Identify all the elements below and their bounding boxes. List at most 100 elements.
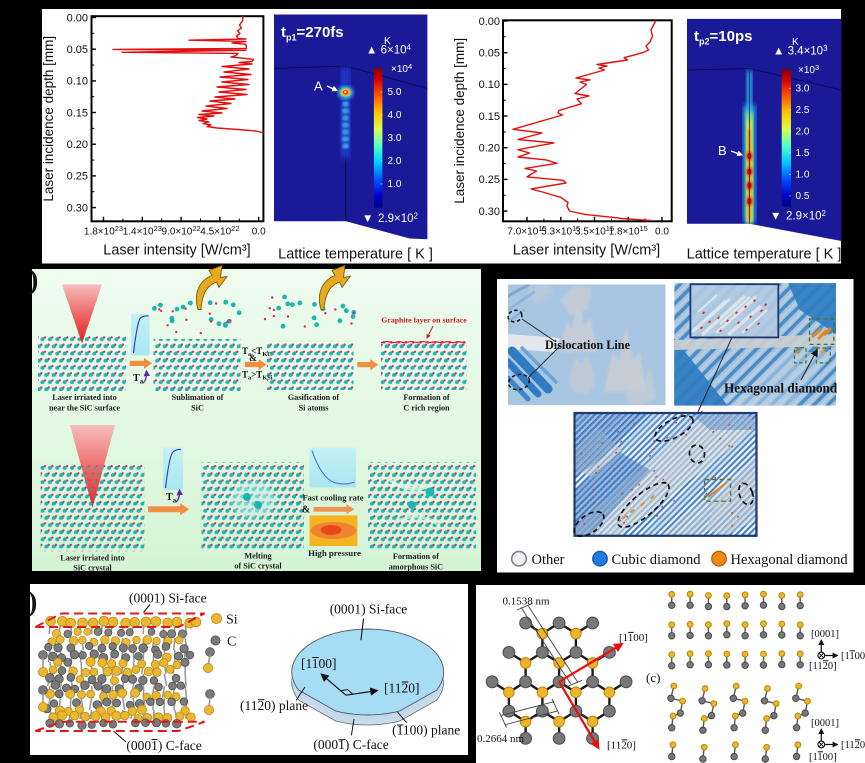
svg-text:Ta: Ta xyxy=(133,373,144,386)
svg-text:0.10: 0.10 xyxy=(67,76,88,88)
svg-text:(0001) C-face: (0001) C-face xyxy=(126,738,201,753)
svg-text:[0001]: [0001] xyxy=(811,718,839,729)
svg-text:(0001) Si-face: (0001) Si-face xyxy=(330,602,408,617)
svg-text:[1100]: [1100] xyxy=(301,656,337,671)
svg-text:×104: ×104 xyxy=(391,62,412,75)
svg-text:tp2=10ps: tp2=10ps xyxy=(694,28,752,47)
svg-text:&: & xyxy=(302,505,310,516)
svg-text:): ) xyxy=(29,265,38,296)
svg-text:C rich region: C rich region xyxy=(403,404,450,413)
svg-text:3.0: 3.0 xyxy=(388,133,402,144)
svg-text:0.20: 0.20 xyxy=(479,143,500,155)
svg-text:Dislocation Line: Dislocation Line xyxy=(545,338,631,352)
svg-text:[1100]: [1100] xyxy=(619,632,648,644)
svg-text:▼: ▼ xyxy=(362,213,373,225)
svg-text:Sublimation of: Sublimation of xyxy=(172,393,224,402)
svg-text:Laser irriated into: Laser irriated into xyxy=(52,393,116,402)
svg-text:SiC crystal: SiC crystal xyxy=(73,564,112,573)
svg-text:0.05: 0.05 xyxy=(67,44,88,56)
svg-text:Ta: Ta xyxy=(166,492,177,505)
svg-text:tp1=270fs: tp1=270fs xyxy=(281,24,344,43)
svg-text:0.20: 0.20 xyxy=(67,139,88,151)
svg-text:1.8×1015: 1.8×1015 xyxy=(609,224,648,238)
svg-text:(1100) plane: (1100) plane xyxy=(392,723,460,738)
svg-text:Graphite layer on surface: Graphite layer on surface xyxy=(381,316,467,325)
svg-text:Laser incidence depth [mm]: Laser incidence depth [mm] xyxy=(41,36,56,202)
svg-text:0.2664 nm: 0.2664 nm xyxy=(477,733,525,745)
svg-text:0.25: 0.25 xyxy=(67,171,88,183)
svg-text:Melting: Melting xyxy=(244,552,272,561)
svg-text:2.9×102: 2.9×102 xyxy=(378,212,419,226)
svg-text:2.5: 2.5 xyxy=(796,105,810,116)
svg-text:7.0×1015: 7.0×1015 xyxy=(507,224,546,238)
svg-text:Fast cooling rate: Fast cooling rate xyxy=(302,493,363,503)
svg-text:[1100]: [1100] xyxy=(841,651,865,662)
svg-text:[1120]: [1120] xyxy=(841,740,865,751)
svg-text:4.0: 4.0 xyxy=(388,110,402,121)
svg-text:2.0: 2.0 xyxy=(796,127,810,138)
svg-text:Formation of: Formation of xyxy=(393,552,439,561)
svg-text:Formation of: Formation of xyxy=(403,393,449,402)
svg-text:C: C xyxy=(227,635,236,650)
svg-text:[0001]: [0001] xyxy=(811,629,839,640)
svg-text:near the SiC surface: near the SiC surface xyxy=(49,404,120,413)
svg-text:[1120]: [1120] xyxy=(384,680,420,695)
svg-text:2.9×102: 2.9×102 xyxy=(786,209,827,223)
svg-text:A: A xyxy=(314,79,323,94)
svg-text:0.0: 0.0 xyxy=(252,227,266,238)
svg-text:[1120]: [1120] xyxy=(809,661,837,672)
svg-text:(c): (c) xyxy=(646,670,660,685)
svg-text:0.00: 0.00 xyxy=(479,16,500,28)
svg-text:0.15: 0.15 xyxy=(67,107,88,119)
svg-text:0.30: 0.30 xyxy=(479,206,500,218)
svg-text:4.5×1022: 4.5×1022 xyxy=(200,224,239,238)
svg-text:Hexagonal diamond: Hexagonal diamond xyxy=(731,552,849,568)
svg-text:▲ 3.4×103: ▲ 3.4×103 xyxy=(773,44,828,58)
svg-text:B: B xyxy=(718,143,727,158)
svg-text:5.0: 5.0 xyxy=(388,87,402,98)
svg-text:3.0: 3.0 xyxy=(796,84,810,95)
svg-text:amorphous SiC: amorphous SiC xyxy=(389,563,443,572)
svg-text:K: K xyxy=(384,36,391,47)
svg-text:Gasification of: Gasification of xyxy=(288,393,339,402)
svg-text:9.0×1022: 9.0×1022 xyxy=(161,224,200,238)
svg-text:0.10: 0.10 xyxy=(479,79,500,91)
svg-text:Lattice temperature [ K ]: Lattice temperature [ K ] xyxy=(278,247,433,263)
svg-text:High pressure: High pressure xyxy=(308,548,361,558)
svg-text:1.8×1023: 1.8×1023 xyxy=(84,224,123,238)
svg-text:1.5: 1.5 xyxy=(796,148,810,159)
svg-text:K: K xyxy=(792,37,799,48)
svg-text:0.00: 0.00 xyxy=(67,12,88,24)
svg-text:&: & xyxy=(249,354,257,364)
svg-text:(0001) Si-face: (0001) Si-face xyxy=(129,591,207,606)
svg-text:0.1538 nm: 0.1538 nm xyxy=(503,596,551,608)
svg-text:[1100]: [1100] xyxy=(809,752,837,763)
svg-text:[1120]: [1120] xyxy=(607,740,636,752)
svg-text:): ) xyxy=(28,587,37,618)
svg-text:Cubic diamond: Cubic diamond xyxy=(612,552,702,568)
svg-text:Laser irriated into: Laser irriated into xyxy=(60,554,124,563)
svg-text:Other: Other xyxy=(532,552,565,568)
svg-text:×103: ×103 xyxy=(798,63,819,76)
svg-text:3.5×1015: 3.5×1015 xyxy=(575,224,614,238)
svg-text:0.30: 0.30 xyxy=(67,202,88,214)
svg-text:0.5: 0.5 xyxy=(796,191,810,202)
svg-text:Hexagonal diamond: Hexagonal diamond xyxy=(724,381,838,396)
svg-text:1.0: 1.0 xyxy=(388,179,402,190)
svg-text:SiC: SiC xyxy=(191,404,204,413)
svg-text:1.4×1023: 1.4×1023 xyxy=(123,224,162,238)
svg-text:0.25: 0.25 xyxy=(479,174,500,186)
svg-text:(1120) plane: (1120) plane xyxy=(240,698,308,713)
svg-text:▲ 6×104: ▲ 6×104 xyxy=(366,43,411,57)
svg-text:0.05: 0.05 xyxy=(479,47,500,59)
svg-text:▼: ▼ xyxy=(770,211,781,223)
svg-text:Si: Si xyxy=(226,613,238,628)
svg-text:0.15: 0.15 xyxy=(479,111,500,123)
svg-text:0.0: 0.0 xyxy=(655,227,669,238)
svg-text:of SiC crystal: of SiC crystal xyxy=(234,562,282,571)
svg-text:Lattice temperature [ K ]: Lattice temperature [ K ] xyxy=(687,247,842,263)
svg-text:Laser intensity [W/cm³]: Laser intensity [W/cm³] xyxy=(513,242,660,258)
svg-text:Laser intensity [W/cm³]: Laser intensity [W/cm³] xyxy=(103,242,250,258)
svg-text:1.0: 1.0 xyxy=(796,170,810,181)
svg-text:Laser incidence depth [mm]: Laser incidence depth [mm] xyxy=(452,38,467,204)
